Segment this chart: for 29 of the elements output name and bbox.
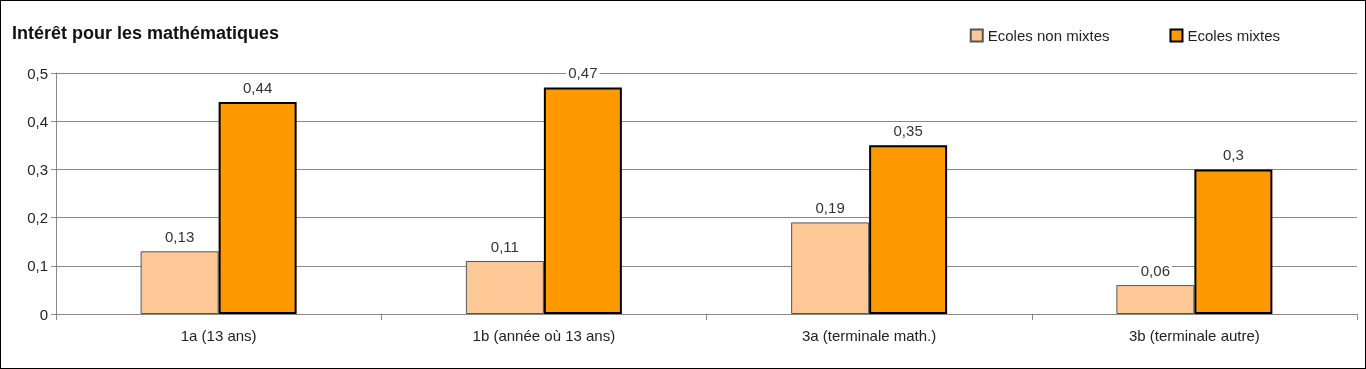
data-label: 0,3 [1222, 146, 1244, 164]
x-tick-label: 3b (terminale autre) [1128, 327, 1260, 344]
x-tick-label: 1a (13 ans) [180, 327, 257, 344]
legend-label: Ecoles non mixtes [987, 27, 1110, 44]
x-tick-label: 3a (terminale math.) [802, 327, 937, 344]
y-tick-label: 0,5 [27, 64, 48, 82]
data-label: 0,47 [568, 64, 598, 82]
bar [543, 87, 622, 314]
bar [218, 101, 297, 314]
y-tick-label: 0,3 [27, 160, 48, 178]
bar [465, 260, 544, 314]
x-tick-label: 1b (année où 13 ans) [472, 327, 616, 344]
data-label: 0,19 [815, 199, 845, 217]
bar [869, 145, 948, 314]
data-label: 0,35 [893, 122, 923, 140]
y-tick-label: 0 [39, 305, 48, 323]
bar [1194, 169, 1273, 314]
bar [140, 251, 219, 314]
bar [1116, 285, 1195, 314]
chart-title: Intérêt pour les mathématiques [12, 23, 280, 43]
y-tick-label: 0,1 [27, 257, 48, 275]
data-label: 0,44 [243, 78, 273, 96]
bar [791, 222, 870, 314]
data-label: 0,11 [490, 237, 519, 255]
data-label: 0,06 [1140, 262, 1170, 280]
y-tick-label: 0,2 [27, 209, 48, 227]
legend-label: Ecoles mixtes [1187, 27, 1280, 44]
y-tick-label: 0,4 [27, 112, 48, 130]
data-label: 0,13 [165, 228, 195, 246]
